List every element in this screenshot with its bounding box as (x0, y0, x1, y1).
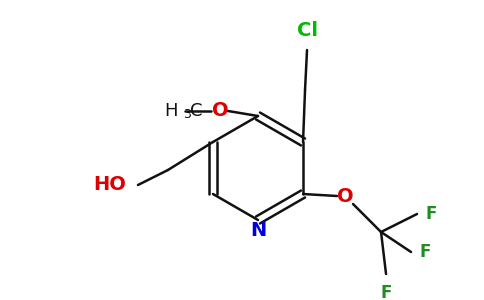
Text: F: F (425, 205, 437, 223)
Text: C: C (190, 102, 202, 120)
Text: F: F (419, 243, 430, 261)
Text: H: H (165, 102, 178, 120)
Text: O: O (337, 187, 353, 206)
Text: F: F (380, 284, 392, 300)
Text: HO: HO (93, 176, 126, 194)
Text: N: N (250, 220, 266, 239)
Text: O: O (212, 101, 228, 121)
Text: Cl: Cl (297, 21, 318, 40)
Text: 3: 3 (183, 109, 191, 122)
